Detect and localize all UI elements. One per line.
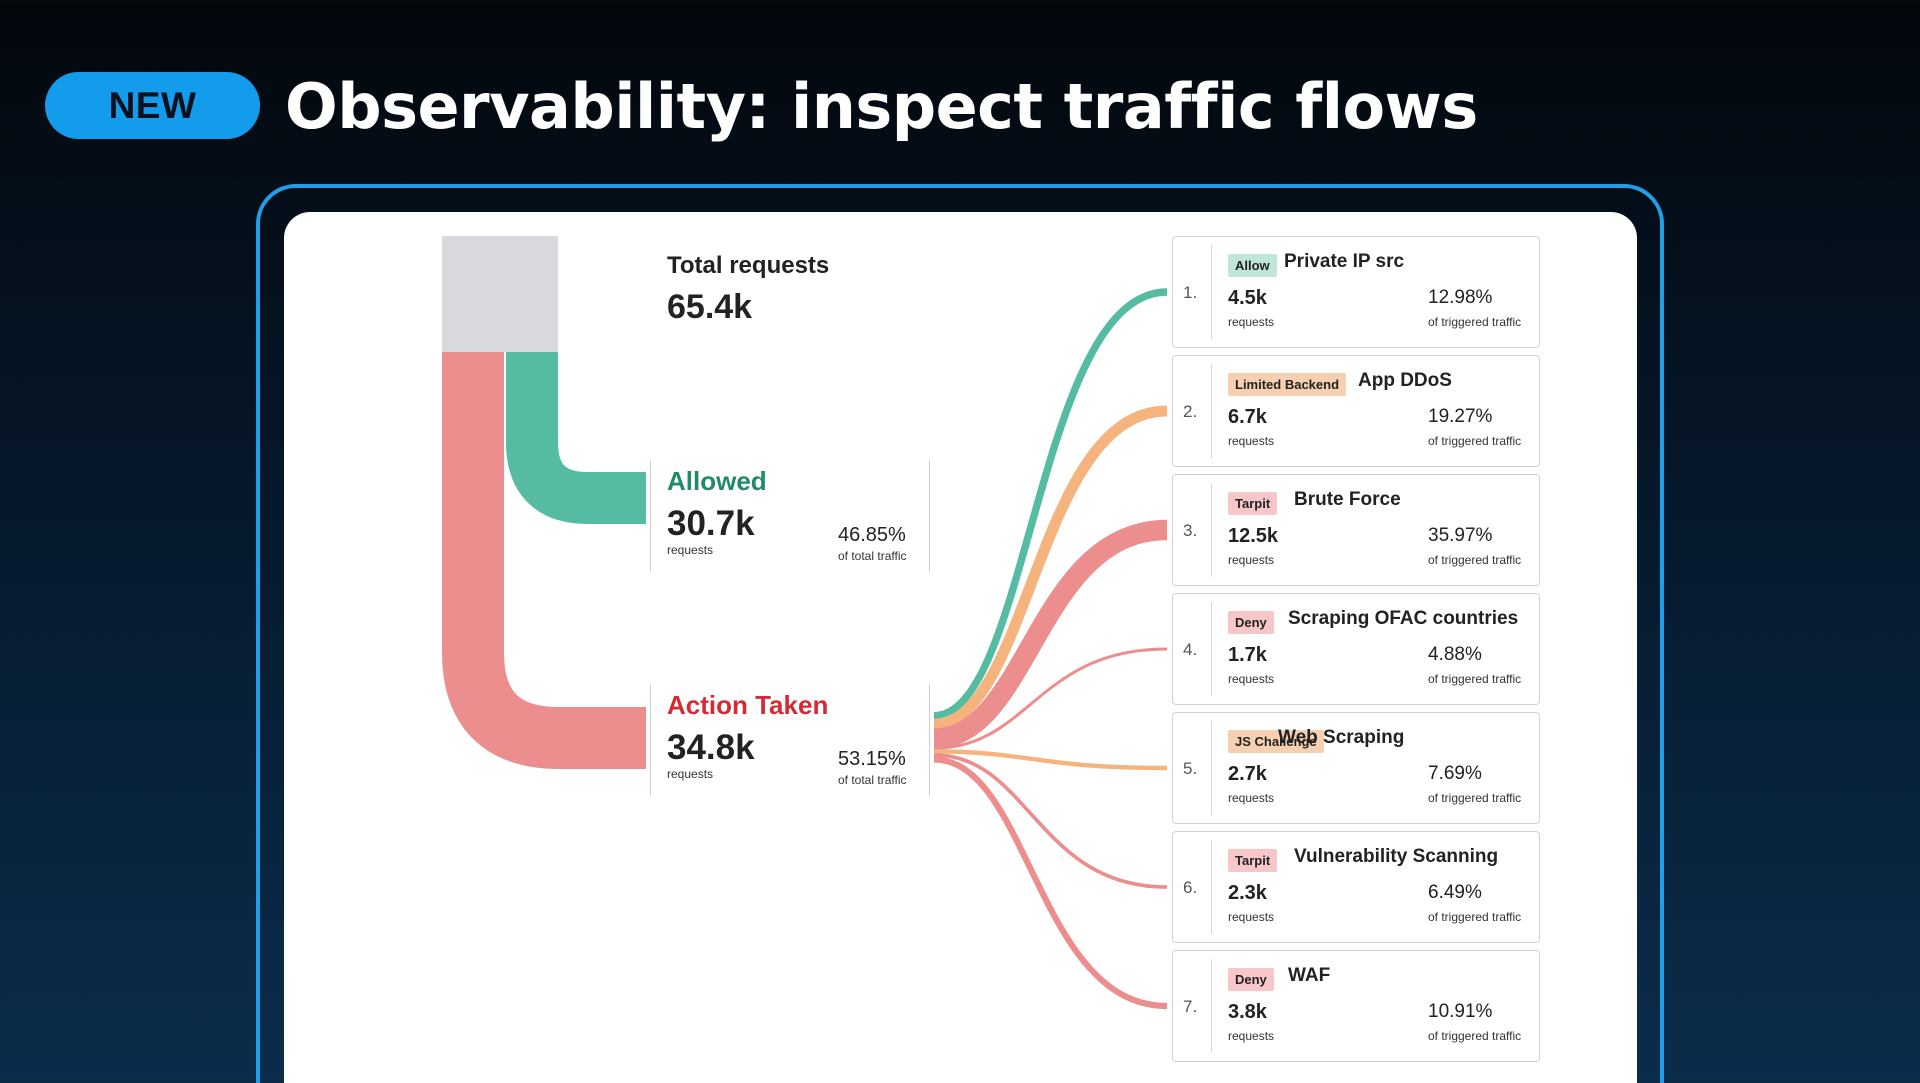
- rule-name: App DDoS: [1358, 370, 1452, 391]
- rule-request-count: 3.8k: [1228, 1001, 1267, 1023]
- action-divider-left: [650, 684, 651, 796]
- rule-card[interactable]: 4. Deny Scraping OFAC countries 1.7k request…: [1172, 593, 1540, 705]
- allowed-value: 30.7k: [667, 504, 755, 543]
- rule-name: Vulnerability Scanning: [1294, 846, 1499, 867]
- rule-percent-label: of triggered traffic: [1428, 315, 1522, 329]
- rule-card[interactable]: 6. Tarpit Vulnerability Scanning 2.3k reques…: [1172, 831, 1540, 943]
- card-divider: [1211, 245, 1212, 339]
- rule-request-count: 12.5k: [1228, 525, 1279, 547]
- allowed-group[interactable]: Allowed 30.7k requests 46.85% of total t…: [667, 466, 927, 566]
- rule-request-unit: requests: [1228, 910, 1275, 924]
- rule-card[interactable]: 7. Deny WAF 3.8k requests 10.91% of triggered …: [1172, 950, 1540, 1062]
- rule-card[interactable]: 5. JS Challenge Web Scraping 2.7k requests 7.…: [1172, 712, 1540, 824]
- traffic-flow-panel: Total requests 65.4k Allowed 30.7k reque…: [284, 212, 1637, 1083]
- rule-percent: 6.49%: [1428, 882, 1482, 903]
- flow-diagram: [442, 236, 1168, 1010]
- rule-request-count: 2.7k: [1228, 763, 1267, 785]
- rule-percent-label: of triggered traffic: [1428, 910, 1522, 924]
- card-divider: [1211, 364, 1212, 458]
- rule-card[interactable]: 1. Allow Private IP src 4.5k requests 12.98% o…: [1172, 236, 1540, 348]
- card-divider: [1211, 483, 1212, 577]
- rule-percent-label: of triggered traffic: [1428, 553, 1522, 567]
- rule-card[interactable]: 2. Limited Backend App DDoS 6.7k requests 19.…: [1172, 355, 1540, 467]
- rule-percent-label: of triggered traffic: [1428, 791, 1522, 805]
- rule-percent: 19.27%: [1428, 406, 1493, 427]
- rule-flow[interactable]: [933, 753, 1168, 889]
- rule-percent: 4.88%: [1428, 644, 1482, 665]
- allowed-percent-label: of total traffic: [838, 549, 907, 563]
- rule-percent-label: of triggered traffic: [1428, 434, 1522, 448]
- allowed-percent: 46.85%: [838, 524, 906, 546]
- rule-flow[interactable]: [933, 519, 1168, 749]
- rule-flows: [933, 288, 1168, 1010]
- card-divider: [1211, 602, 1212, 696]
- action-tag: Tarpit: [1228, 849, 1278, 872]
- rule-percent: 12.98%: [1428, 287, 1493, 308]
- total-requests-block: [442, 236, 558, 352]
- rule-request-count: 1.7k: [1228, 644, 1267, 666]
- rule-index: 6.: [1183, 878, 1198, 897]
- rule-flow[interactable]: [933, 405, 1168, 730]
- rule-index: 1.: [1183, 283, 1198, 302]
- rule-percent: 35.97%: [1428, 525, 1493, 546]
- allowed-divider-left: [650, 460, 651, 572]
- rule-percent-label: of triggered traffic: [1428, 672, 1522, 686]
- rule-request-unit: requests: [1228, 672, 1275, 686]
- action-taken-unit: requests: [667, 767, 714, 781]
- rule-index: 4.: [1183, 640, 1198, 659]
- action-divider-right: [929, 684, 930, 796]
- rule-flow[interactable]: [933, 749, 1168, 771]
- allowed-flow[interactable]: [506, 352, 646, 524]
- action-taken-flow[interactable]: [442, 352, 646, 769]
- action-tag: Deny: [1228, 968, 1274, 991]
- action-tag: JS Challenge: [1228, 730, 1324, 753]
- rule-card[interactable]: 3. Tarpit Brute Force 12.5k requests 35.97% of…: [1172, 474, 1540, 586]
- rule-request-count: 6.7k: [1228, 406, 1267, 428]
- action-tag: Allow: [1228, 254, 1277, 277]
- rule-flow[interactable]: [933, 647, 1168, 750]
- action-taken-value: 34.8k: [667, 728, 755, 767]
- rule-name: Brute Force: [1294, 489, 1401, 510]
- rule-name: Web Scraping: [1278, 727, 1405, 748]
- rule-name: Private IP src: [1284, 251, 1405, 272]
- rule-request-unit: requests: [1228, 791, 1275, 805]
- rule-index: 2.: [1183, 402, 1198, 421]
- screenshot-frame: [256, 184, 1664, 1083]
- action-tag: Limited Backend: [1228, 373, 1347, 396]
- rule-percent: 10.91%: [1428, 1001, 1493, 1022]
- rule-flow[interactable]: [933, 288, 1168, 720]
- card-divider: [1211, 840, 1212, 934]
- allowed-label: Allowed: [667, 466, 767, 496]
- rule-name: Scraping OFAC countries: [1288, 608, 1519, 629]
- rule-request-count: 2.3k: [1228, 882, 1267, 904]
- rule-flow[interactable]: [933, 756, 1168, 1010]
- action-tag: Deny: [1228, 611, 1274, 634]
- action-taken-group[interactable]: Action Taken 34.8k requests 53.15% of to…: [667, 690, 927, 790]
- rule-request-unit: requests: [1228, 315, 1275, 329]
- rule-index: 5.: [1183, 759, 1198, 778]
- rule-percent: 7.69%: [1428, 763, 1482, 784]
- slide-title: Observability: inspect traffic flows: [285, 70, 1478, 143]
- rule-request-unit: requests: [1228, 1029, 1275, 1043]
- action-taken-percent: 53.15%: [838, 748, 906, 770]
- action-tag: Tarpit: [1228, 492, 1278, 515]
- allowed-divider-right: [929, 460, 930, 572]
- card-divider: [1211, 959, 1212, 1053]
- card-divider: [1211, 721, 1212, 815]
- total-requests-value: 65.4k: [667, 288, 753, 326]
- rule-request-unit: requests: [1228, 553, 1275, 567]
- rule-index: 3.: [1183, 521, 1198, 540]
- total-requests-label: Total requests: [667, 252, 830, 279]
- allowed-unit: requests: [667, 543, 714, 557]
- rule-name: WAF: [1288, 965, 1331, 986]
- rule-request-unit: requests: [1228, 434, 1275, 448]
- action-taken-label: Action Taken: [667, 690, 829, 720]
- new-badge: NEW: [45, 72, 260, 139]
- rule-percent-label: of triggered traffic: [1428, 1029, 1522, 1043]
- rule-request-count: 4.5k: [1228, 287, 1267, 309]
- rule-index: 7.: [1183, 997, 1198, 1016]
- action-taken-percent-label: of total traffic: [838, 773, 907, 787]
